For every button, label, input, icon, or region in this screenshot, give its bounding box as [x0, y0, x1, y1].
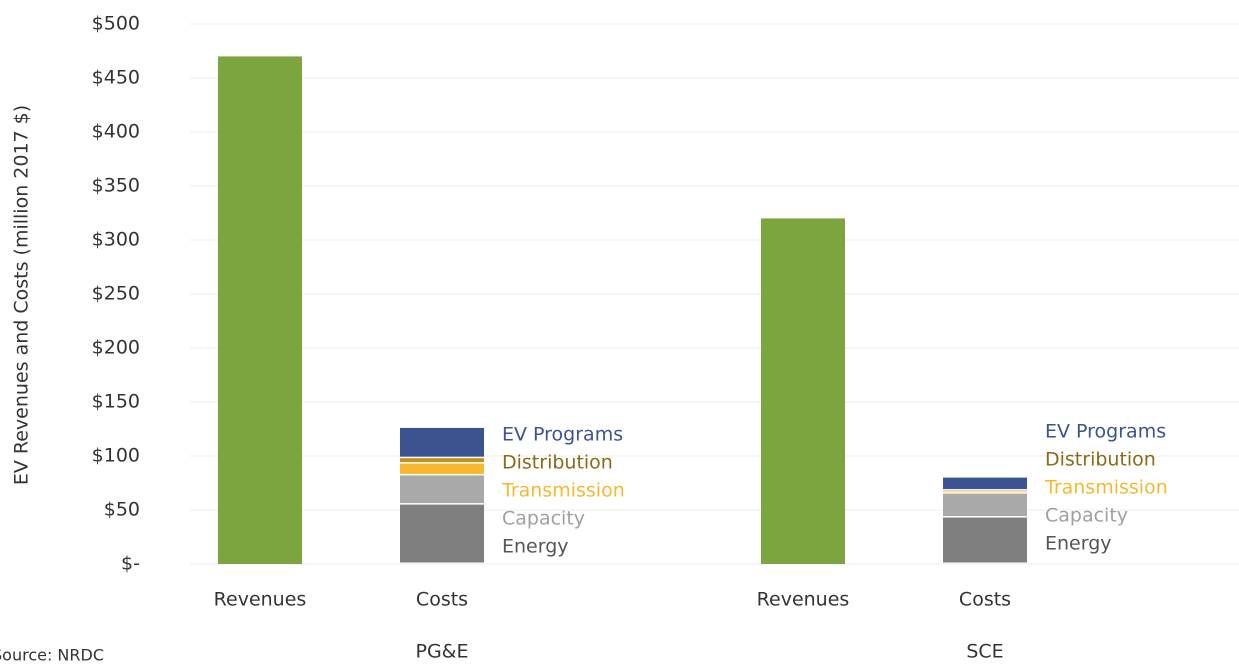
bar: [218, 56, 302, 565]
y-tick-label: $300: [92, 229, 140, 251]
stack-segment: [943, 517, 1027, 563]
y-tick-label: $200: [92, 337, 140, 359]
bar: [761, 218, 845, 564]
source-note: Source: NRDC: [0, 646, 104, 665]
stack-segment: [400, 458, 484, 463]
segment-label: Capacity: [1045, 505, 1128, 527]
y-tick-label: $450: [92, 67, 140, 89]
y-axis-label: EV Revenues and Costs (million 2017 $): [11, 105, 33, 485]
x-tick-label: Revenues: [757, 589, 850, 611]
stack-segment: [943, 493, 1027, 517]
y-tick-label: $50: [104, 499, 140, 521]
x-tick-label: Revenues: [214, 589, 307, 611]
y-tick-label: $250: [92, 283, 140, 305]
y-tick-label: $150: [92, 391, 140, 413]
y-tick-label: $500: [92, 13, 140, 35]
x-tick-label: Costs: [959, 589, 1011, 611]
segment-label: Energy: [502, 536, 569, 558]
group-label: PG&E: [415, 641, 468, 663]
group-label: SCE: [966, 641, 1003, 663]
segment-label: Transmission: [501, 480, 625, 502]
segment-label: Distribution: [502, 452, 613, 474]
segment-label: Energy: [1045, 533, 1112, 555]
stack-segment: [943, 477, 1027, 490]
y-tick-label: $100: [92, 445, 140, 467]
stack-segment: [400, 463, 484, 474]
y-tick-label: $-: [121, 553, 140, 575]
stack-segment: [943, 490, 1027, 492]
stack-segment: [400, 504, 484, 563]
x-tick-label: Costs: [416, 589, 468, 611]
segment-label: Transmission: [1044, 477, 1168, 499]
segment-label: Distribution: [1045, 449, 1156, 471]
stack-segment: [400, 427, 484, 457]
y-tick-label: $350: [92, 175, 140, 197]
segment-label: Capacity: [502, 508, 585, 530]
segment-label: EV Programs: [1045, 421, 1166, 443]
segment-label: EV Programs: [502, 424, 623, 446]
stack-segment: [943, 492, 1027, 494]
y-tick-label: $400: [92, 121, 140, 143]
stack-segment: [400, 475, 484, 504]
